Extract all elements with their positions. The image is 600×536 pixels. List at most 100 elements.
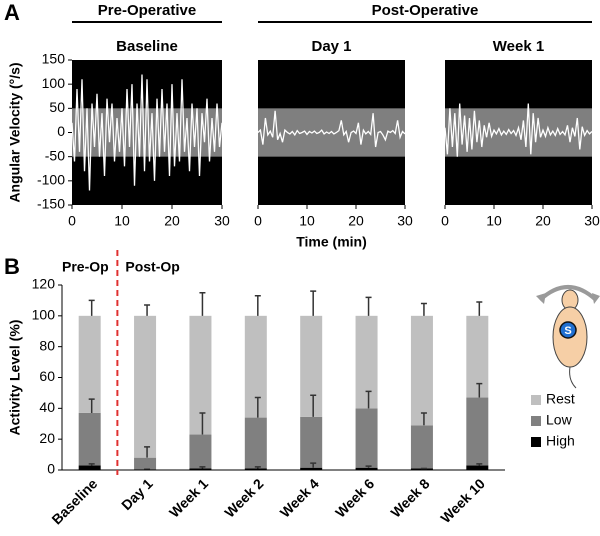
bar-segment [78, 412, 101, 466]
bar-segment [244, 468, 267, 470]
y-tick-label: 80 [39, 337, 55, 353]
x-tick-label: 20 [535, 213, 551, 229]
bar-segment [189, 315, 212, 435]
trace [444, 103, 593, 157]
error-bar [310, 394, 317, 417]
bar-segment [355, 315, 378, 409]
error-bar [420, 412, 427, 426]
annotation: Pre-Op [62, 259, 109, 275]
group-header: Pre-Operative [98, 2, 196, 19]
y-tick-label: -50 [45, 147, 65, 163]
error-bar [476, 301, 483, 316]
rat-tail [569, 366, 577, 389]
x-tick-label: 10 [486, 213, 502, 229]
error-bar [88, 398, 95, 413]
threshold-band [445, 108, 592, 157]
error-bar [254, 466, 261, 469]
x-tick-label: Week 8 [387, 475, 432, 520]
y-tick-label: 0 [57, 123, 65, 139]
legend-label: Rest [546, 391, 575, 407]
x-tick-label: Day 1 [118, 475, 156, 513]
chart-title: Week 1 [493, 38, 544, 55]
sensor-label: S [564, 325, 571, 337]
bar-segment [78, 465, 101, 470]
x-tick-label: 0 [68, 213, 76, 229]
bar-segment [244, 315, 267, 418]
arrow-head [536, 293, 546, 304]
x-axis-label: Time (min) [296, 234, 367, 250]
bar-segment [466, 465, 489, 470]
sensor [559, 321, 577, 339]
y-axis-label: Activity Level (%) [7, 320, 23, 436]
bar-segment [189, 468, 212, 470]
error-bar [199, 466, 206, 469]
bar-segment [134, 315, 157, 458]
bar-segment [78, 315, 101, 413]
x-tick-label: 20 [348, 213, 364, 229]
bar-segment [410, 468, 433, 470]
error-bar [199, 412, 206, 435]
error-bar [254, 295, 261, 316]
arrow-head [592, 293, 600, 304]
group-header: Post-Operative [372, 2, 479, 19]
x-tick-label: Week 10 [437, 475, 488, 526]
bar-segment [355, 408, 378, 468]
error-bar [88, 463, 95, 466]
bar-segment [410, 425, 433, 469]
y-tick-label: 150 [42, 51, 66, 67]
error-bar [420, 302, 427, 316]
bar-segment [410, 315, 433, 426]
error-bar [254, 396, 261, 418]
y-tick-label: -150 [37, 196, 65, 212]
x-tick-label: Week 4 [277, 475, 322, 520]
y-tick-label: 120 [32, 276, 56, 292]
y-tick-label: 20 [39, 430, 55, 446]
error-bar [476, 382, 483, 398]
x-tick-label: Week 1 [166, 475, 211, 520]
bar-segment [189, 434, 212, 469]
error-bar [199, 291, 206, 316]
rat-icon: S [536, 285, 600, 389]
bar-segment [300, 315, 323, 417]
error-bar [476, 463, 483, 466]
bar-segment [466, 397, 489, 466]
chart-title: Baseline [116, 38, 178, 55]
x-tick-label: 10 [299, 213, 315, 229]
error-bar [365, 465, 372, 468]
y-axis-label: Angular Velocity (°/s) [7, 62, 23, 202]
panel-letter: B [4, 254, 20, 279]
x-tick-label: 30 [397, 213, 413, 229]
chart-title: Day 1 [311, 38, 351, 55]
bar-segment [300, 416, 323, 468]
bar-segment [355, 467, 378, 470]
x-tick-label: 30 [214, 213, 230, 229]
x-tick-label: Week 2 [221, 475, 266, 520]
threshold-band [72, 108, 222, 157]
legend-swatch [531, 416, 541, 426]
bar-segment [134, 457, 157, 470]
x-tick-label: Baseline [48, 475, 100, 527]
x-tick-label: 20 [164, 213, 180, 229]
error-bar [310, 462, 317, 468]
legend-label: High [546, 433, 575, 449]
trace [71, 74, 223, 191]
bar-segment [300, 467, 323, 470]
bar-segment [466, 315, 489, 398]
legend-swatch [531, 437, 541, 447]
error-bar [365, 296, 372, 316]
error-bar [144, 304, 151, 316]
y-tick-label: 100 [42, 75, 66, 91]
x-tick-label: 30 [584, 213, 600, 229]
legend-swatch [531, 395, 541, 405]
y-tick-label: 50 [49, 99, 65, 115]
trace [257, 110, 406, 148]
y-tick-label: 100 [32, 307, 56, 323]
annotation: Post-Op [125, 259, 179, 275]
x-tick-label: 10 [114, 213, 130, 229]
bar-segment [244, 417, 267, 469]
x-tick-label: Week 6 [332, 475, 377, 520]
y-tick-label: 40 [39, 399, 55, 415]
panel-letter: A [4, 0, 20, 25]
error-bar [88, 299, 95, 316]
